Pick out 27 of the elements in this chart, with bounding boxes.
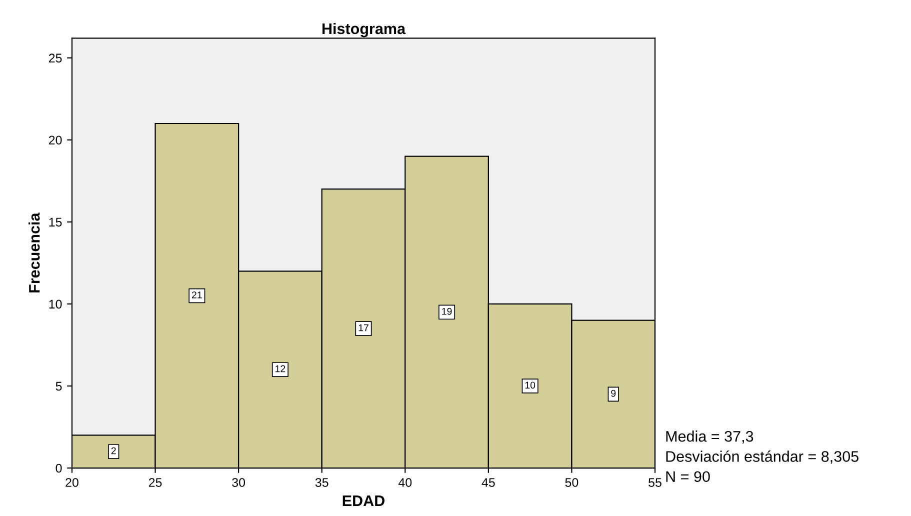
data-label: 9	[611, 390, 616, 397]
y-tick-label: 5	[56, 382, 62, 391]
data-label: 19	[442, 308, 452, 315]
data-label: 17	[358, 324, 368, 332]
x-tick-label: 20	[66, 478, 78, 487]
y-axis-title: Frecuencia	[28, 212, 40, 292]
y-tick-label: 10	[49, 300, 62, 309]
x-axis-title: EDAD	[342, 496, 384, 506]
x-tick-label: 35	[315, 478, 328, 487]
data-label: 12	[276, 365, 286, 372]
y-tick-label: 25	[48, 54, 62, 63]
text: Media = 37,3	[666, 430, 754, 444]
chart-title: Histograma	[322, 22, 406, 38]
data-label: 21	[192, 291, 202, 298]
x-tick-label: 40	[398, 478, 412, 487]
text: Desviación estándar = 8,305	[666, 450, 858, 464]
x-tick-label: 50	[565, 478, 578, 487]
x-tick-label: 55	[648, 478, 662, 487]
y-tick-label: 0	[56, 464, 62, 473]
y-tick-label: 20	[48, 136, 62, 145]
x-tick-label: 45	[482, 478, 495, 487]
y-tick-label: 15	[49, 218, 62, 227]
x-tick-label: 25	[148, 478, 162, 487]
text: N = 90	[666, 471, 710, 482]
data-label: 2	[111, 447, 116, 454]
x-tick-label: 30	[232, 478, 246, 487]
data-label: 10	[525, 382, 536, 389]
